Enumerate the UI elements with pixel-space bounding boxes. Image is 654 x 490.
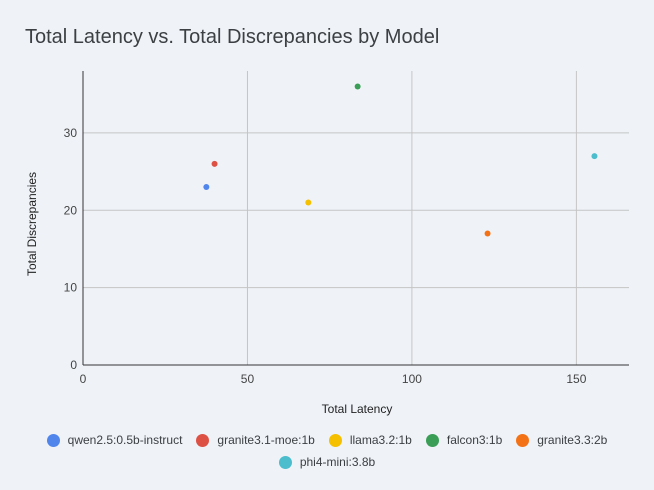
grid-lines [83,71,629,365]
legend-label: falcon3:1b [446,433,503,447]
data-point-granite3-3-2b [484,230,491,237]
y-tick-label-20: 20 [64,203,78,217]
legend-item: phi4-mini:3.8b [278,454,376,470]
legend-swatch [328,433,342,447]
legend-item: granite3.3:2b [516,432,607,448]
axes [82,71,629,366]
data-points [203,83,598,237]
data-point-falcon3-1b [354,83,361,90]
legend-label: granite3.3:2b [537,433,608,447]
legend-item: granite3.1-moe:1b [196,432,315,448]
y-tick-label-30: 30 [64,126,78,140]
legend-label: phi4-mini:3.8b [299,455,376,469]
y-axis-title: Total Discrepancies [25,172,39,276]
legend-label: granite3.1-moe:1b [217,433,315,447]
legend-label: qwen2.5:0.5b-instruct [67,433,183,447]
y-tick-label-0: 0 [70,358,77,372]
legend-swatch [425,433,439,447]
scatter-chart: 0 10 20 30 0 50 100 150 Total Latency Total Dis… [25,71,629,416]
data-point-granite3-1-moe-1b [211,160,218,167]
x-tick-label-0: 0 [80,372,87,386]
legend-item: llama3.2:1b [328,432,412,448]
legend-item: qwen2.5:0.5b-instruct [46,432,183,448]
legend-swatch [46,433,60,447]
data-point-llama3-2-1b [305,199,312,206]
x-axis-title: Total Latency [322,402,393,416]
chart-title: Total Latency vs. Total Discrepancies by… [25,26,440,48]
legend-item: falcon3:1b [425,432,503,448]
legend: qwen2.5:0.5b-instruct granite3.1-moe:1b ll… [0,432,654,470]
legend-swatch [516,433,530,447]
legend-swatch [196,433,210,447]
x-tick-label-50: 50 [241,372,255,386]
x-tick-label-100: 100 [402,372,422,386]
tick-labels: 0 10 20 30 0 50 100 150 [64,126,587,386]
legend-swatch [278,455,292,469]
data-point-phi4-mini-3-8b [591,153,598,160]
legend-label: llama3.2:1b [349,433,412,447]
data-point-qwen2-5-0-5b-instruct [203,184,210,191]
x-tick-label-150: 150 [566,372,586,386]
y-tick-label-10: 10 [64,281,78,295]
